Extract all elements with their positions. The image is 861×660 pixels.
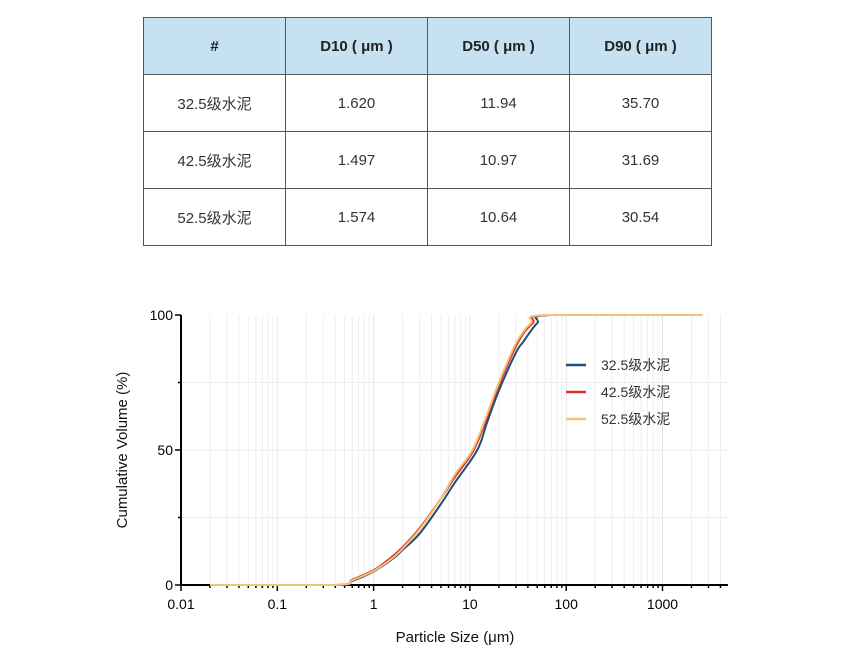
- legend-label: 52.5级水泥: [601, 411, 670, 427]
- x-axis-label: Particle Size (μm): [396, 629, 515, 646]
- table-row: 42.5级水泥 1.497 10.97 31.69: [143, 131, 712, 189]
- series-line-2: [209, 313, 703, 587]
- cell: 31.69: [569, 131, 712, 189]
- cell: 30.54: [569, 188, 712, 246]
- x-tick-label: 0.01: [167, 596, 194, 612]
- x-tick-label: 10: [462, 596, 478, 612]
- cell: 52.5级水泥: [143, 188, 286, 246]
- cell: 1.620: [285, 74, 428, 132]
- psd-table: # D10 ( μm ) D50 ( μm ) D90 ( μm ) 32.5级…: [143, 17, 712, 246]
- col-header: D90 ( μm ): [569, 17, 712, 75]
- x-tick-label: 1000: [647, 596, 678, 612]
- table-row: 52.5级水泥 1.574 10.64 30.54: [143, 188, 712, 246]
- cell: 10.97: [427, 131, 570, 189]
- x-tick-label: 100: [555, 596, 579, 612]
- legend-label: 32.5级水泥: [601, 357, 670, 373]
- cell: 1.497: [285, 131, 428, 189]
- x-tick-label: 1: [370, 596, 378, 612]
- table-row: 32.5级水泥 1.620 11.94 35.70: [143, 74, 712, 132]
- cell: 1.574: [285, 188, 428, 246]
- x-tick-label: 0.1: [268, 596, 288, 612]
- cell: 10.64: [427, 188, 570, 246]
- col-header: D50 ( μm ): [427, 17, 570, 75]
- y-tick-label: 0: [165, 577, 173, 593]
- y-tick-label: 50: [157, 442, 173, 458]
- y-axis-label: Cumulative Volume (%): [114, 372, 131, 529]
- y-tick-label: 100: [150, 307, 174, 323]
- col-header: #: [143, 17, 286, 75]
- cell: 32.5级水泥: [143, 74, 286, 132]
- legend-label: 42.5级水泥: [601, 384, 670, 400]
- cell: 42.5级水泥: [143, 131, 286, 189]
